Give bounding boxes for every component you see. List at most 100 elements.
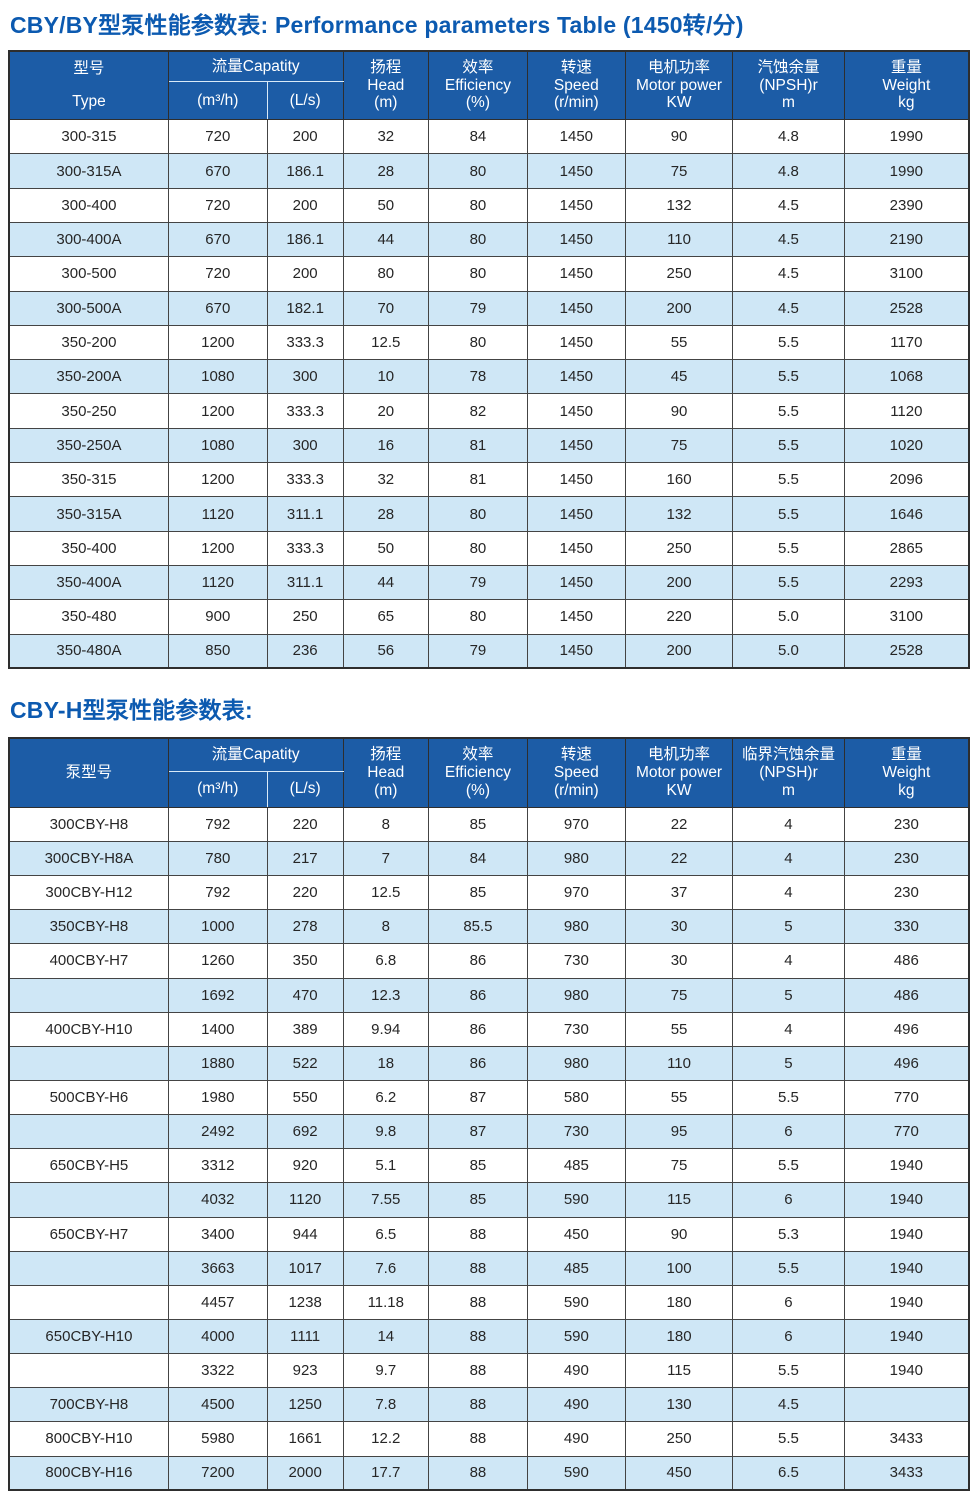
table-cell: 55 <box>624 1079 734 1116</box>
table-cell: 1111 <box>266 1318 344 1355</box>
cell-model <box>8 977 169 1013</box>
table-cell: 2865 <box>843 530 970 566</box>
col-header-flow: 流量Capatity <box>167 737 344 772</box>
table-row: 700CBY-H8 4500 1250 7.8 88 490 130 4.5 <box>8 1387 970 1423</box>
cell-model: 350-480 <box>8 599 169 635</box>
table-cell: 5 <box>732 1045 845 1081</box>
table-cell: 95 <box>624 1114 734 1150</box>
table-cell: 4.5 <box>732 256 845 292</box>
table-cell: 12.3 <box>342 977 430 1013</box>
table-cell: 1450 <box>526 187 626 223</box>
table-cell: 75 <box>624 153 734 189</box>
table-cell: 590 <box>526 1284 626 1320</box>
table-cell: 1940 <box>843 1182 970 1218</box>
table-cell: 720 <box>167 119 268 155</box>
table-cell: 16 <box>342 427 430 464</box>
cell-model <box>8 1045 169 1081</box>
table-cell: 3312 <box>167 1148 268 1184</box>
cell-model: 350-400 <box>8 530 169 566</box>
table-cell: 1692 <box>167 977 268 1013</box>
table-cell: 1940 <box>843 1216 970 1252</box>
table-cell: 730 <box>526 1114 626 1150</box>
table-cell: 88 <box>428 1353 528 1389</box>
table-cell: 490 <box>526 1421 626 1457</box>
table-cell: 5.5 <box>732 1250 845 1286</box>
table-cell: 22 <box>624 840 734 877</box>
table-cell: 1450 <box>526 633 626 669</box>
col-header-weight: 重量 Weight kg <box>843 737 970 808</box>
table-cell: 1080 <box>167 427 268 464</box>
table-cell: 130 <box>624 1387 734 1423</box>
table-row: 350-315 1200 333.3 32 81 1450 160 5.5 2096 <box>8 462 970 498</box>
table-cell: 1450 <box>526 221 626 258</box>
table-cell: 132 <box>624 496 734 532</box>
table-cell: 980 <box>526 909 626 945</box>
cell-model <box>8 1182 169 1218</box>
table-cell: 1940 <box>843 1284 970 1320</box>
table-cell: 770 <box>843 1114 970 1150</box>
table-cell: 300 <box>266 359 344 395</box>
table-cell: 30 <box>624 909 734 945</box>
table-cell: 45 <box>624 359 734 395</box>
table-cell: 28 <box>342 496 430 532</box>
cell-model: 350-480A <box>8 633 169 669</box>
table-cell: 522 <box>266 1045 344 1081</box>
table-cell: 5.1 <box>342 1148 430 1184</box>
table-cell: 80 <box>428 530 528 566</box>
table-cell: 970 <box>526 806 626 842</box>
table-cell: 2390 <box>843 187 970 223</box>
table-cell: 110 <box>624 221 734 258</box>
col-header-flow-ls: (L/s) <box>266 81 344 121</box>
table-cell: 4.5 <box>732 221 845 258</box>
table-cell: 180 <box>624 1284 734 1320</box>
table-cell: 6.5 <box>732 1455 845 1491</box>
table-cell: 5.5 <box>732 462 845 498</box>
table-cell: 160 <box>624 462 734 498</box>
table-row: 350-400A 1120 311.1 44 79 1450 200 5.5 2293 <box>8 564 970 601</box>
table-cell: 490 <box>526 1387 626 1423</box>
table-cell: 115 <box>624 1182 734 1218</box>
table-cell: 980 <box>526 1045 626 1081</box>
cell-model: 300-400 <box>8 187 169 223</box>
table-cell: 32 <box>342 119 430 155</box>
table-cell: 4.5 <box>732 290 845 326</box>
table-cell: 450 <box>526 1216 626 1252</box>
table-cell: 56 <box>342 633 430 669</box>
table-cell: 2528 <box>843 633 970 669</box>
table-cell: 1017 <box>266 1250 344 1286</box>
table-cell: 1940 <box>843 1250 970 1286</box>
table-row: 300CBY-H12 792 220 12.5 85 970 37 4 230 <box>8 875 970 911</box>
col-header-flow-m3h: (m³/h) <box>167 770 268 808</box>
table-cell: 79 <box>428 564 528 601</box>
cell-model: 650CBY-H7 <box>8 1216 169 1252</box>
table-cell: 1990 <box>843 119 970 155</box>
table-cell: 670 <box>167 290 268 326</box>
table-row: 1692 470 12.3 86 980 75 5 486 <box>8 977 970 1013</box>
table2-title: CBY-H型泵性能参数表: <box>10 697 253 724</box>
table-cell: 1940 <box>843 1318 970 1355</box>
table-cell: 37 <box>624 875 734 911</box>
table-cell: 7.8 <box>342 1387 430 1423</box>
table-cell: 85 <box>428 875 528 911</box>
table-cell: 6 <box>732 1284 845 1320</box>
table-cell: 333.3 <box>266 530 344 566</box>
table-cell: 4 <box>732 840 845 877</box>
table-cell: 3100 <box>843 599 970 635</box>
table-cell: 14 <box>342 1318 430 1355</box>
table-row: 3322 923 9.7 88 490 115 5.5 1940 <box>8 1353 970 1389</box>
table-cell: 217 <box>266 840 344 877</box>
table-cell: 5.5 <box>732 1079 845 1116</box>
table-cell: 44 <box>342 564 430 601</box>
table-cell: 1200 <box>167 462 268 498</box>
table-cell: 250 <box>624 256 734 292</box>
table-cell: 1120 <box>167 564 268 601</box>
table-cell: 1200 <box>167 324 268 361</box>
table-row: 300-315A 670 186.1 28 80 1450 75 4.8 1990 <box>8 153 970 189</box>
table-cell: 88 <box>428 1387 528 1423</box>
col-header-flow-m3h: (m³/h) <box>167 81 268 121</box>
table-cell: 236 <box>266 633 344 669</box>
cell-model <box>8 1250 169 1286</box>
table-cell: 1200 <box>167 530 268 566</box>
table-cell: 490 <box>526 1353 626 1389</box>
table-cell: 590 <box>526 1182 626 1218</box>
